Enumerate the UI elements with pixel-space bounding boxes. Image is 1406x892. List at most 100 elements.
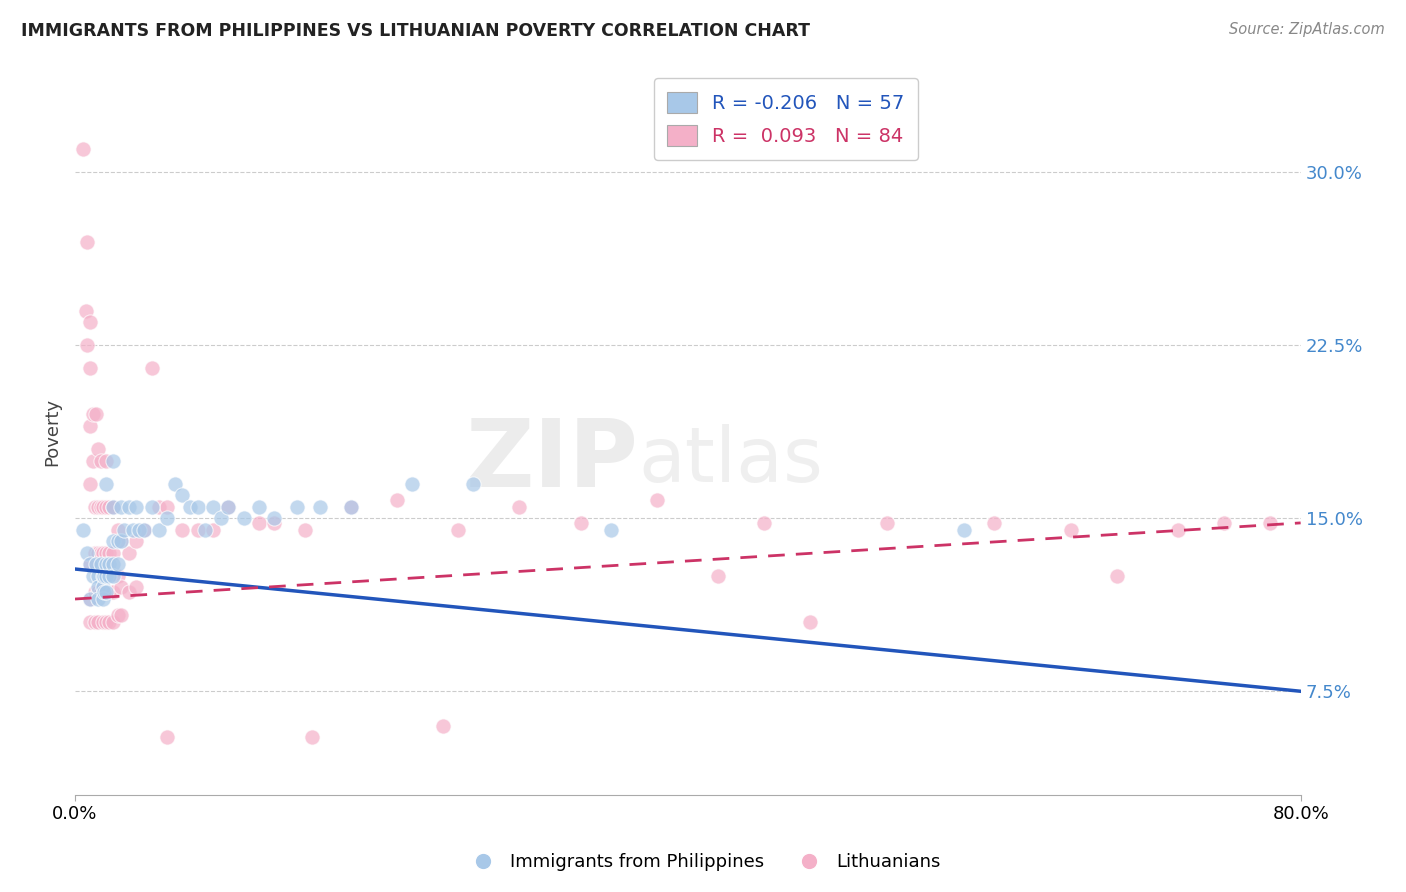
Point — [103, 558, 125, 572]
Point — [247, 516, 270, 530]
Point — [97, 615, 120, 629]
Point — [79, 592, 101, 607]
Point — [110, 608, 132, 623]
Point — [94, 585, 117, 599]
Point — [91, 500, 114, 514]
Point — [93, 585, 115, 599]
Point — [97, 500, 120, 514]
Point — [983, 516, 1005, 530]
Point — [91, 581, 114, 595]
Point — [569, 516, 592, 530]
Point — [339, 500, 361, 514]
Point — [84, 615, 107, 629]
Point — [209, 511, 232, 525]
Text: Source: ZipAtlas.com: Source: ZipAtlas.com — [1229, 22, 1385, 37]
Point — [94, 615, 117, 629]
Point — [125, 581, 148, 595]
Point — [447, 523, 470, 537]
Point — [107, 558, 129, 572]
Point — [401, 476, 423, 491]
Point — [90, 546, 112, 560]
Point — [107, 534, 129, 549]
Text: IMMIGRANTS FROM PHILIPPINES VS LITHUANIAN POVERTY CORRELATION CHART: IMMIGRANTS FROM PHILIPPINES VS LITHUANIA… — [21, 22, 810, 40]
Point — [110, 581, 132, 595]
Point — [94, 585, 117, 599]
Point — [285, 500, 308, 514]
Point — [217, 500, 239, 514]
Point — [110, 500, 132, 514]
Point — [87, 581, 110, 595]
Point — [79, 558, 101, 572]
Point — [385, 492, 408, 507]
Point — [263, 511, 285, 525]
Point — [86, 408, 108, 422]
Point — [72, 142, 94, 156]
Point — [172, 523, 194, 537]
Point — [91, 546, 114, 560]
Point — [87, 500, 110, 514]
Point — [107, 523, 129, 537]
Point — [1213, 516, 1236, 530]
Y-axis label: Poverty: Poverty — [44, 398, 60, 466]
Point — [432, 719, 454, 733]
Point — [103, 615, 125, 629]
Point — [187, 523, 209, 537]
Point — [86, 558, 108, 572]
Point — [294, 523, 316, 537]
Point — [79, 315, 101, 329]
Point — [122, 523, 145, 537]
Point — [94, 453, 117, 467]
Point — [94, 500, 117, 514]
Point — [600, 523, 623, 537]
Point — [90, 558, 112, 572]
Point — [263, 516, 285, 530]
Point — [132, 523, 155, 537]
Text: ZIP: ZIP — [465, 415, 638, 507]
Point — [463, 476, 485, 491]
Point — [79, 615, 101, 629]
Point — [76, 235, 98, 249]
Point — [117, 500, 139, 514]
Point — [84, 546, 107, 560]
Point — [110, 534, 132, 549]
Point — [156, 511, 179, 525]
Point — [1167, 523, 1189, 537]
Point — [75, 303, 97, 318]
Point — [187, 500, 209, 514]
Point — [103, 500, 125, 514]
Point — [232, 511, 254, 525]
Point — [103, 585, 125, 599]
Point — [107, 608, 129, 623]
Point — [117, 546, 139, 560]
Point — [103, 569, 125, 583]
Point — [87, 592, 110, 607]
Point — [301, 731, 323, 745]
Point — [112, 523, 135, 537]
Legend: R = -0.206   N = 57, R =  0.093   N = 84: R = -0.206 N = 57, R = 0.093 N = 84 — [654, 78, 918, 160]
Point — [194, 523, 217, 537]
Point — [76, 546, 98, 560]
Point — [94, 558, 117, 572]
Point — [87, 585, 110, 599]
Point — [72, 523, 94, 537]
Point — [84, 500, 107, 514]
Legend: Immigrants from Philippines, Lithuanians: Immigrants from Philippines, Lithuanians — [458, 847, 948, 879]
Point — [87, 546, 110, 560]
Text: atlas: atlas — [638, 424, 824, 498]
Point — [110, 534, 132, 549]
Point — [117, 585, 139, 599]
Point — [87, 569, 110, 583]
Point — [339, 500, 361, 514]
Point — [84, 585, 107, 599]
Point — [90, 453, 112, 467]
Point — [128, 523, 150, 537]
Point — [217, 500, 239, 514]
Point — [103, 534, 125, 549]
Point — [876, 516, 898, 530]
Point — [125, 500, 148, 514]
Point — [94, 546, 117, 560]
Point — [97, 585, 120, 599]
Point — [79, 476, 101, 491]
Point — [91, 581, 114, 595]
Point — [141, 500, 163, 514]
